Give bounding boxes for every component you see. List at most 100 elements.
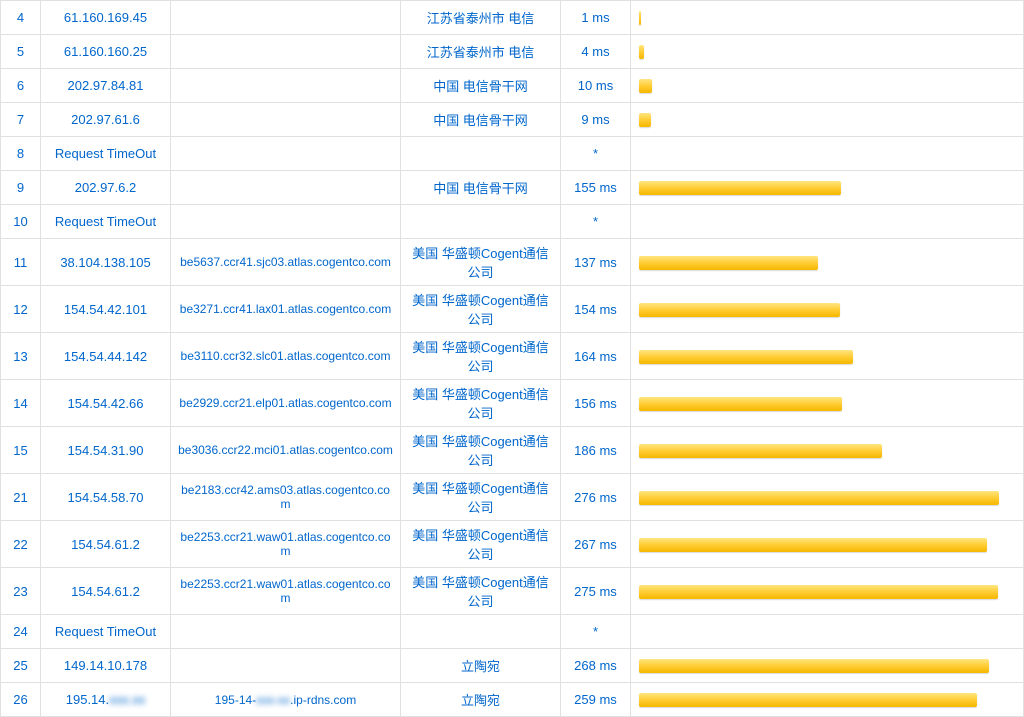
table-row: 15154.54.31.90be3036.ccr22.mci01.atlas.c… — [1, 427, 1024, 474]
latency-bar — [639, 45, 644, 59]
ip-address[interactable]: Request TimeOut — [41, 205, 171, 239]
location[interactable]: 美国 华盛顿Cogent通信公司 — [401, 474, 561, 521]
table-row: 9202.97.6.2中国 电信骨干网155 ms — [1, 171, 1024, 205]
ip-address[interactable]: Request TimeOut — [41, 137, 171, 171]
location[interactable]: 中国 电信骨干网 — [401, 171, 561, 205]
location[interactable]: 立陶宛 — [401, 683, 561, 717]
latency-bar — [639, 491, 999, 505]
location[interactable] — [401, 615, 561, 649]
location[interactable]: 美国 华盛顿Cogent通信公司 — [401, 239, 561, 286]
hostname — [171, 103, 401, 137]
hop-number: 4 — [1, 1, 41, 35]
ip-link[interactable]: 195.14.xxx.xx — [66, 692, 146, 707]
latency-time: 156 ms — [561, 380, 631, 427]
ip-address[interactable]: 154.54.61.2 — [41, 521, 171, 568]
hostname — [171, 35, 401, 69]
latency-bar-cell — [631, 171, 1024, 205]
latency-bar — [639, 693, 977, 707]
table-row: 24Request TimeOut* — [1, 615, 1024, 649]
ip-address[interactable]: 202.97.61.6 — [41, 103, 171, 137]
location[interactable]: 美国 华盛顿Cogent通信公司 — [401, 427, 561, 474]
ip-address[interactable]: 154.54.44.142 — [41, 333, 171, 380]
ip-address[interactable]: Request TimeOut — [41, 615, 171, 649]
latency-bar-cell — [631, 35, 1024, 69]
hop-number: 7 — [1, 103, 41, 137]
host-suffix: .ip-rdns.com — [290, 693, 356, 707]
latency-bar-cell — [631, 427, 1024, 474]
location[interactable] — [401, 205, 561, 239]
latency-time: * — [561, 205, 631, 239]
table-row: 8Request TimeOut* — [1, 137, 1024, 171]
latency-bar-cell — [631, 521, 1024, 568]
table-row: 10Request TimeOut * — [1, 205, 1024, 239]
ip-masked: xxx.xx — [109, 692, 145, 707]
hop-number: 12 — [1, 286, 41, 333]
hostname — [171, 137, 401, 171]
hostname: be3271.ccr41.lax01.atlas.cogentco.com — [171, 286, 401, 333]
latency-bar-cell — [631, 333, 1024, 380]
location[interactable]: 美国 华盛顿Cogent通信公司 — [401, 380, 561, 427]
location[interactable]: 江苏省泰州市 电信 — [401, 35, 561, 69]
latency-time: 275 ms — [561, 568, 631, 615]
table-row: 14154.54.42.66be2929.ccr21.elp01.atlas.c… — [1, 380, 1024, 427]
table-row: 25149.14.10.178 立陶宛268 ms — [1, 649, 1024, 683]
location[interactable]: 美国 华盛顿Cogent通信公司 — [401, 286, 561, 333]
ip-address[interactable]: 154.54.61.2 — [41, 568, 171, 615]
hostname — [171, 649, 401, 683]
latency-time: * — [561, 137, 631, 171]
latency-time: 10 ms — [561, 69, 631, 103]
traceroute-table: 461.160.169.45江苏省泰州市 电信1 ms561.160.160.2… — [0, 0, 1024, 717]
table-row: 23154.54.61.2be2253.ccr21.waw01.atlas.co… — [1, 568, 1024, 615]
latency-bar — [639, 444, 882, 458]
location[interactable]: 美国 华盛顿Cogent通信公司 — [401, 333, 561, 380]
ip-address[interactable]: 38.104.138.105 — [41, 239, 171, 286]
hop-number: 23 — [1, 568, 41, 615]
table-row: 22154.54.61.2be2253.ccr21.waw01.atlas.co… — [1, 521, 1024, 568]
location[interactable]: 中国 电信骨干网 — [401, 103, 561, 137]
location[interactable]: 美国 华盛顿Cogent通信公司 — [401, 521, 561, 568]
ip-address[interactable]: 202.97.84.81 — [41, 69, 171, 103]
hop-number: 25 — [1, 649, 41, 683]
latency-bar — [639, 397, 842, 411]
table-row: 1138.104.138.105be5637.ccr41.sjc03.atlas… — [1, 239, 1024, 286]
ip-address[interactable]: 195.14.xxx.xx — [41, 683, 171, 717]
hostname — [171, 205, 401, 239]
latency-bar — [639, 585, 998, 599]
hostname: be3110.ccr32.slc01.atlas.cogentco.com — [171, 333, 401, 380]
location[interactable]: 美国 华盛顿Cogent通信公司 — [401, 568, 561, 615]
hop-number: 22 — [1, 521, 41, 568]
latency-bar — [639, 256, 818, 270]
hostname: be2929.ccr21.elp01.atlas.cogentco.com — [171, 380, 401, 427]
hop-number: 10 — [1, 205, 41, 239]
latency-bar — [639, 181, 841, 195]
location[interactable]: 中国 电信骨干网 — [401, 69, 561, 103]
latency-time: 268 ms — [561, 649, 631, 683]
latency-time: 137 ms — [561, 239, 631, 286]
location[interactable]: 江苏省泰州市 电信 — [401, 1, 561, 35]
latency-bar-cell — [631, 474, 1024, 521]
hostname: be2253.ccr21.waw01.atlas.cogentco.com — [171, 521, 401, 568]
ip-address[interactable]: 154.54.42.101 — [41, 286, 171, 333]
latency-bar — [639, 538, 987, 552]
ip-address[interactable]: 61.160.160.25 — [41, 35, 171, 69]
latency-time: 155 ms — [561, 171, 631, 205]
table-row: 12154.54.42.101be3271.ccr41.lax01.atlas.… — [1, 286, 1024, 333]
hostname — [171, 615, 401, 649]
latency-bar-cell — [631, 69, 1024, 103]
latency-time: 267 ms — [561, 521, 631, 568]
hostname — [171, 1, 401, 35]
location[interactable] — [401, 137, 561, 171]
ip-address[interactable]: 149.14.10.178 — [41, 649, 171, 683]
ip-address[interactable]: 154.54.31.90 — [41, 427, 171, 474]
table-row: 21154.54.58.70be2183.ccr42.ams03.atlas.c… — [1, 474, 1024, 521]
latency-bar — [639, 350, 853, 364]
ip-address[interactable]: 154.54.58.70 — [41, 474, 171, 521]
ip-address[interactable]: 154.54.42.66 — [41, 380, 171, 427]
ip-address[interactable]: 61.160.169.45 — [41, 1, 171, 35]
location[interactable]: 立陶宛 — [401, 649, 561, 683]
ip-address[interactable]: 202.97.6.2 — [41, 171, 171, 205]
hostname: be5637.ccr41.sjc03.atlas.cogentco.com — [171, 239, 401, 286]
hostname: be2183.ccr42.ams03.atlas.cogentco.com — [171, 474, 401, 521]
latency-time: 164 ms — [561, 333, 631, 380]
hop-number: 11 — [1, 239, 41, 286]
